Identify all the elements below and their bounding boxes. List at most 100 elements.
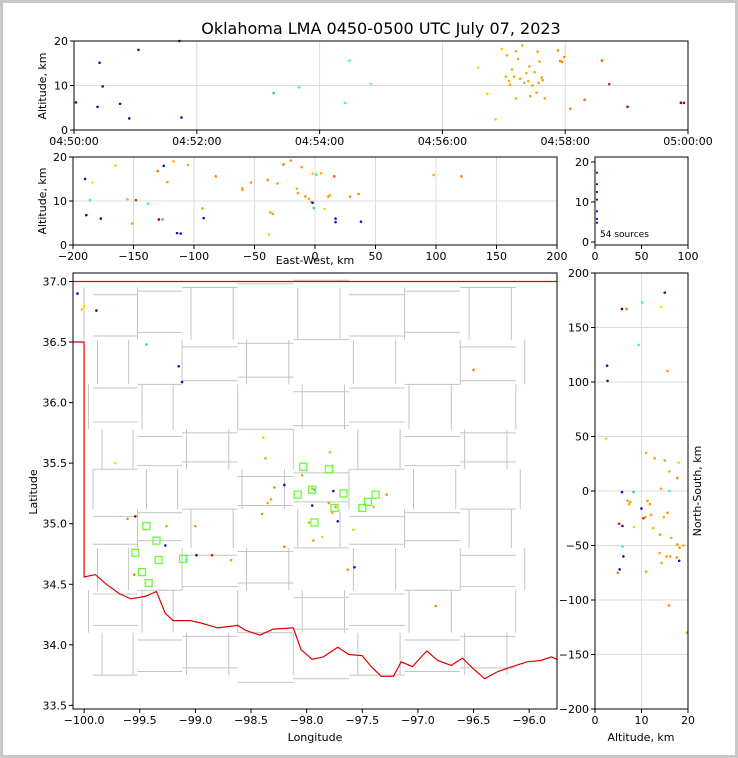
hist-point <box>595 198 599 201</box>
ns-ytick-label: 150 <box>568 322 589 335</box>
ew-alt-point <box>202 216 205 220</box>
time-alt-point <box>569 107 572 110</box>
time-alt-point <box>558 59 562 63</box>
hist-ytick-label: 10 <box>575 196 589 209</box>
ns-alt-point <box>626 499 629 503</box>
plan-point <box>80 308 84 311</box>
ns-alt-point <box>622 555 625 558</box>
ew-alt-point <box>304 195 307 198</box>
ns-alt-point <box>678 546 681 549</box>
ns-alt-point <box>659 487 663 491</box>
map-xtick-label: −99.0 <box>179 714 213 727</box>
ns-alt-point <box>662 515 666 519</box>
time-alt-point <box>514 97 518 100</box>
time-alt-point <box>476 66 480 69</box>
ew-alt-point <box>179 232 182 235</box>
plan-point <box>260 512 264 516</box>
time-alt-point <box>494 118 497 121</box>
figure-title: Oklahoma LMA 0450-0500 UTC July 07, 2023 <box>201 19 560 38</box>
map-xtick-label: −98.0 <box>290 714 324 727</box>
ns-ytick-label: −100 <box>559 594 589 607</box>
time-alt-point <box>518 77 522 81</box>
ns-alt-point <box>629 500 632 504</box>
map-ylabel: Latitude <box>27 469 40 515</box>
map-xtick-label: −98.5 <box>234 714 268 727</box>
ns-alt-point <box>659 305 663 309</box>
ew-alt-point <box>334 220 337 224</box>
time-alt-point <box>96 105 99 109</box>
ns-alt-point <box>665 555 668 558</box>
plan-point <box>312 539 315 542</box>
ew-alt-point <box>266 178 270 182</box>
ew-xtick-label: 0 <box>312 250 319 263</box>
hist-point <box>595 217 599 220</box>
figure-canvas: Oklahoma LMA 0450-0500 UTC July 07, 2023… <box>27 19 713 744</box>
ew-alt-point <box>126 197 129 201</box>
ns-alt-point <box>668 489 671 493</box>
plan-point <box>266 501 270 505</box>
station-marker <box>358 503 367 513</box>
hist-point <box>595 183 599 186</box>
plan-point <box>346 568 350 572</box>
map-plot-frame <box>72 272 558 710</box>
ns-alt-point <box>644 570 648 573</box>
ew-alt-point <box>311 172 314 176</box>
time-alt-point <box>538 60 541 63</box>
ns-alt-point <box>606 379 609 383</box>
time-alt-point <box>535 91 538 94</box>
ns-ytick-label: 200 <box>568 267 589 280</box>
station-marker <box>363 497 373 507</box>
ew-alt-point <box>214 175 218 178</box>
ns-alt-point <box>625 307 628 311</box>
time-alt-point <box>369 82 373 86</box>
station-marker <box>324 465 334 474</box>
plan-point <box>320 535 324 539</box>
ew-alt-point <box>323 207 326 211</box>
plan-point <box>164 544 167 547</box>
map-xtick-label: −99.5 <box>123 714 157 727</box>
plan-point <box>472 368 475 372</box>
station-marker <box>152 536 161 545</box>
time-alt-point <box>556 49 560 52</box>
source-histogram-panel: 0 50 100 0 10 20 54 sources <box>575 156 699 263</box>
ew-alt-point <box>460 175 463 178</box>
time-alt-point <box>118 102 122 106</box>
hist-plot-area <box>595 157 688 245</box>
time-alt-point <box>507 79 511 83</box>
ew-alt-point <box>271 212 274 216</box>
time-alt-point <box>560 60 564 64</box>
time-ytick-label: 20 <box>54 35 68 48</box>
ns-alt-point <box>646 499 649 503</box>
ns-ytick-label: 0 <box>582 485 589 498</box>
time-alt-point <box>562 55 566 59</box>
map-xtick-label: −96.0 <box>512 714 546 727</box>
ew-alt-point <box>85 213 88 217</box>
hist-ytick-label: 20 <box>575 156 589 169</box>
ew-alt-point <box>314 173 318 176</box>
ew-alt-point <box>307 197 311 201</box>
ew-xtick-label: 200 <box>547 250 568 263</box>
ns-ytick-label: −150 <box>559 649 589 662</box>
ns-alt-point <box>669 536 673 540</box>
figure: Oklahoma LMA 0450-0500 UTC July 07, 2023… <box>3 3 735 755</box>
plan-point <box>269 498 273 501</box>
ew-xtick-label: −150 <box>118 250 148 263</box>
time-alt-point <box>679 101 683 105</box>
time-alt-point <box>98 61 101 65</box>
ns-alt-point <box>620 307 624 311</box>
ew-alt-point <box>276 182 279 185</box>
time-alt-point <box>682 101 686 105</box>
time-xtick-label: 04:52:00 <box>172 135 221 148</box>
ns-alt-point <box>677 559 681 563</box>
station-marker <box>339 489 348 498</box>
ew-alt-point <box>334 217 337 220</box>
ew-ytick-label: 20 <box>53 151 67 164</box>
time-alt-point <box>512 75 516 78</box>
time-alt-point <box>520 44 524 47</box>
ew-altitude-panel: −200 −150 −100 −50 0 50 100 150 200 0 10 20 East-Wes… <box>36 151 568 267</box>
ew-alt-point <box>282 163 285 166</box>
ns-alt-point <box>621 524 624 528</box>
time-alt-point <box>537 81 540 85</box>
time-alt-point <box>500 47 504 51</box>
plan-point <box>145 343 148 346</box>
